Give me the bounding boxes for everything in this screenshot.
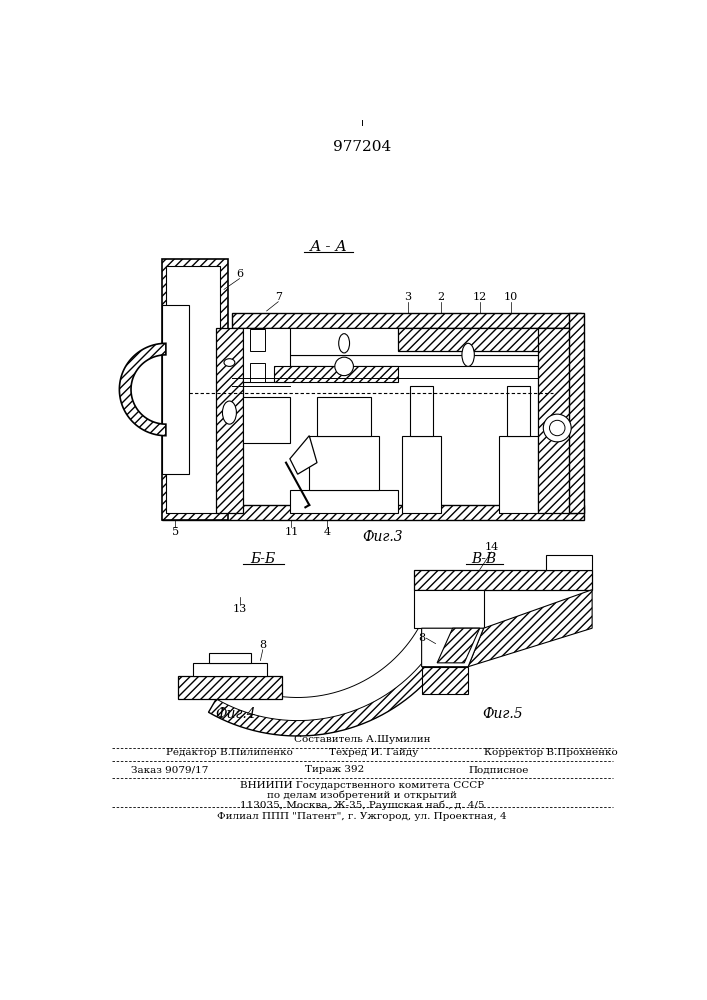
Ellipse shape [223,401,236,424]
Bar [232,328,580,355]
Text: 2: 2 [438,292,445,302]
Polygon shape [216,583,458,721]
Bar [317,397,371,436]
Ellipse shape [339,334,349,353]
Text: по делам изобретений и открытий: по делам изобретений и открытий [267,791,457,800]
Text: 8: 8 [418,633,425,643]
Polygon shape [274,366,398,382]
Polygon shape [209,653,251,663]
Polygon shape [162,505,585,520]
Bar [243,328,290,382]
Polygon shape [421,628,484,667]
Text: 5: 5 [172,527,179,537]
Circle shape [335,357,354,376]
Polygon shape [216,328,243,513]
Polygon shape [193,663,267,676]
Polygon shape [398,328,577,351]
Bar [499,436,538,513]
Bar [250,363,265,382]
Polygon shape [414,570,592,590]
Text: 4: 4 [324,527,331,537]
Text: 977204: 977204 [333,140,391,154]
Bar [309,436,379,490]
Polygon shape [162,305,189,474]
Text: Составитель А.Шумилин: Составитель А.Шумилин [293,735,430,744]
Text: Фиг.4: Фиг.4 [216,707,256,721]
Text: 113035, Москва, Ж-35, Раушская наб., д. 4/5: 113035, Москва, Ж-35, Раушская наб., д. … [240,801,484,810]
Bar [166,266,220,513]
Text: Б-Б: Б-Б [250,552,275,566]
Polygon shape [290,436,317,474]
Bar [410,386,433,436]
Circle shape [549,420,565,436]
Text: 14: 14 [484,542,498,552]
Polygon shape [177,676,282,699]
Polygon shape [119,343,166,436]
Bar [546,555,592,570]
Text: 8: 8 [259,640,267,650]
Polygon shape [209,585,473,736]
Ellipse shape [224,359,235,366]
Ellipse shape [462,343,474,366]
Text: Редактор В.Пилипенко: Редактор В.Пилипенко [166,748,293,757]
Bar [232,355,580,366]
Polygon shape [232,312,580,328]
Text: Тираж 392: Тираж 392 [305,765,365,774]
Text: ВНИИПИ Государственного комитета СССР: ВНИИПИ Государственного комитета СССР [240,781,484,790]
Text: Подписное: Подписное [468,765,529,774]
Polygon shape [538,328,577,513]
Text: 11: 11 [284,527,298,537]
Text: 13: 13 [233,604,247,614]
Polygon shape [421,667,468,694]
Text: Фиг.3: Фиг.3 [363,530,403,544]
Polygon shape [569,312,585,513]
Bar [337,366,352,376]
Circle shape [543,414,571,442]
Polygon shape [162,259,228,520]
Text: Фиг.5: Фиг.5 [483,707,523,721]
Text: А - А: А - А [310,240,348,254]
Text: В-В: В-В [471,552,496,566]
Polygon shape [414,590,484,628]
Text: Заказ 9079/17: Заказ 9079/17 [131,765,209,774]
Bar [250,329,265,351]
Text: Техред И. Гайду: Техред И. Гайду [329,748,418,757]
Text: 12: 12 [472,292,487,302]
Text: 7: 7 [275,292,282,302]
Text: 10: 10 [503,292,518,302]
Bar [507,386,530,436]
Text: Филиал ППП "Патент", г. Ужгород, ул. Проектная, 4: Филиал ППП "Патент", г. Ужгород, ул. Про… [217,812,507,821]
Text: 6: 6 [236,269,243,279]
Polygon shape [468,590,592,667]
Polygon shape [437,628,480,663]
Text: 3: 3 [404,292,411,302]
Bar [243,397,290,443]
Bar [402,436,441,513]
Bar [290,490,398,513]
Text: Корректор В.Прохненко: Корректор В.Прохненко [484,748,617,757]
